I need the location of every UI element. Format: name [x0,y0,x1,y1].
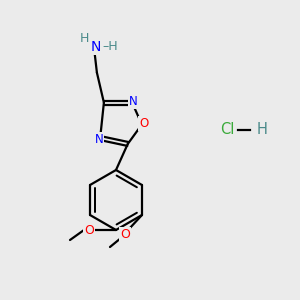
Text: O: O [139,117,148,130]
Text: –H: –H [102,40,118,53]
Text: N: N [129,95,137,108]
Text: O: O [84,224,94,236]
Text: O: O [120,227,130,241]
Text: N: N [95,133,103,146]
Text: Cl: Cl [220,122,234,137]
Text: H: H [257,122,268,137]
Text: N: N [91,40,101,54]
Text: H: H [80,32,90,45]
